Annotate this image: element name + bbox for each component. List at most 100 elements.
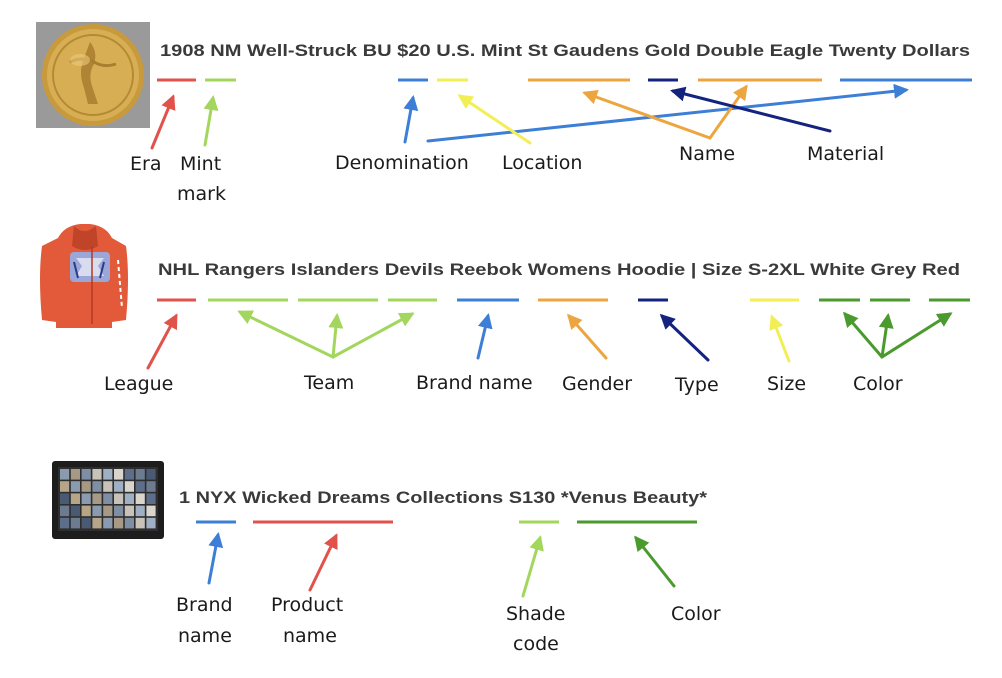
red-hoodie-image — [40, 224, 128, 328]
eyeshadow-swatch — [70, 481, 80, 492]
label-product-name: Product name — [271, 594, 349, 647]
arrow-name-left — [582, 90, 712, 140]
hoodie-title: NHL Rangers Islanders Devils Reebok Wome… — [158, 260, 960, 279]
label-size: Size — [767, 373, 806, 395]
eyeshadow-swatch — [135, 505, 145, 517]
arrow-team-left — [237, 310, 335, 359]
label-gender: Gender — [562, 373, 632, 395]
arrow-location — [457, 94, 532, 145]
arrow-team-right — [331, 312, 415, 359]
eyeshadow-swatch — [103, 505, 113, 517]
arrow-era — [150, 94, 176, 150]
eyeshadow-swatch — [92, 517, 102, 529]
eyeshadow-swatch — [81, 481, 91, 492]
eyeshadow-swatch — [103, 517, 113, 529]
hoodie-arrows — [146, 310, 953, 370]
arrow-name-right — [708, 84, 748, 140]
eyeshadow-swatch — [60, 505, 70, 517]
label-denomination: Denomination — [335, 152, 469, 174]
palette-title: 1 NYX Wicked Dreams Collections S130 *Ve… — [179, 488, 707, 507]
eyeshadow-swatch — [60, 493, 70, 504]
eyeshadow-swatch — [146, 517, 156, 529]
example-hoodie: NHL Rangers Islanders Devils Reebok Wome… — [40, 224, 970, 396]
eyeshadow-swatch — [92, 481, 102, 492]
eyeshadow-swatch — [124, 505, 134, 517]
eyeshadow-swatch — [124, 481, 134, 492]
example-coin: 1908 NM Well-Struck BU $20 U.S. Mint St … — [36, 22, 972, 205]
eyeshadow-swatch — [60, 481, 70, 492]
eyeshadow-swatch — [103, 481, 113, 492]
eyeshadow-swatch — [70, 469, 80, 480]
label-product-name-line1: Product — [271, 594, 343, 616]
eyeshadow-swatch — [92, 469, 102, 480]
label-color-palette: Color — [671, 603, 721, 625]
label-mint-mark-line1: Mint — [180, 153, 221, 175]
eyeshadow-swatch — [135, 493, 145, 504]
eyeshadow-swatch — [92, 505, 102, 517]
arrow-shade-code — [521, 535, 544, 598]
label-shade-code: Shade code — [506, 603, 572, 655]
eyeshadow-swatch — [60, 469, 70, 480]
arrow-size — [769, 314, 791, 363]
arrow-denomination-short — [403, 95, 419, 144]
arrow-type — [659, 313, 710, 362]
eyeshadow-swatch — [124, 469, 134, 480]
eyeshadow-swatch — [124, 517, 134, 529]
eyeshadow-swatch — [70, 517, 80, 529]
label-name: Name — [679, 143, 735, 165]
eyeshadow-swatch — [81, 505, 91, 517]
label-product-name-line2: name — [283, 625, 337, 647]
eyeshadow-swatch — [92, 493, 102, 504]
arrow-denomination-long — [426, 83, 909, 143]
label-brand-name: Brand name — [416, 372, 533, 394]
arrow-team-mid — [328, 313, 344, 359]
label-era: Era — [130, 153, 161, 175]
arrow-product-name — [308, 533, 338, 592]
arrow-league — [146, 313, 178, 370]
label-type: Type — [674, 374, 719, 396]
eyeshadow-swatch — [70, 505, 80, 517]
arrow-color-right — [880, 312, 953, 359]
label-mint-mark-line2: mark — [177, 183, 226, 205]
eyeshadow-swatch — [81, 517, 91, 529]
eyeshadow-swatch — [146, 505, 156, 517]
label-brand-name-2-line1: Brand — [176, 594, 233, 616]
label-mint-mark: Mint mark — [177, 153, 227, 205]
example-palette: 1 NYX Wicked Dreams Collections S130 *Ve… — [52, 461, 721, 655]
arrow-mint-mark — [203, 95, 219, 147]
palette-arrows — [207, 532, 676, 598]
eyeshadow-swatch — [114, 493, 124, 504]
gold-coin-image — [36, 22, 150, 128]
eyeshadow-swatch — [70, 493, 80, 504]
eyeshadow-swatch — [135, 517, 145, 529]
label-shade-code-line1: Shade — [506, 603, 566, 625]
label-league: League — [104, 373, 173, 395]
arrow-brand-name-2 — [207, 532, 224, 585]
arrow-brand-name — [476, 313, 493, 360]
label-shade-code-line2: code — [513, 633, 559, 655]
eyeshadow-swatch — [146, 469, 156, 480]
eyeshadow-swatch — [135, 469, 145, 480]
eyeshadow-swatch — [81, 493, 91, 504]
coin-arrows — [150, 83, 909, 150]
eyeshadow-swatch — [103, 493, 113, 504]
eyeshadow-swatch — [146, 493, 156, 504]
eyeshadow-swatch — [114, 517, 124, 529]
eyeshadow-swatch — [114, 469, 124, 480]
eyeshadow-swatch — [114, 505, 124, 517]
eyeshadow-swatch — [103, 469, 113, 480]
arrow-material — [670, 86, 832, 133]
label-material: Material — [807, 143, 884, 165]
label-color: Color — [853, 373, 903, 395]
eyeshadow-swatch — [81, 469, 91, 480]
label-brand-name-2: Brand name — [176, 594, 239, 647]
label-team: Team — [303, 372, 354, 394]
eyeshadow-swatch — [124, 493, 134, 504]
eyeshadow-palette-image — [52, 461, 164, 539]
eyeshadow-swatch — [146, 481, 156, 492]
arrow-gender — [567, 313, 608, 360]
arrow-color-palette — [634, 535, 676, 588]
label-brand-name-2-line2: name — [178, 625, 232, 647]
